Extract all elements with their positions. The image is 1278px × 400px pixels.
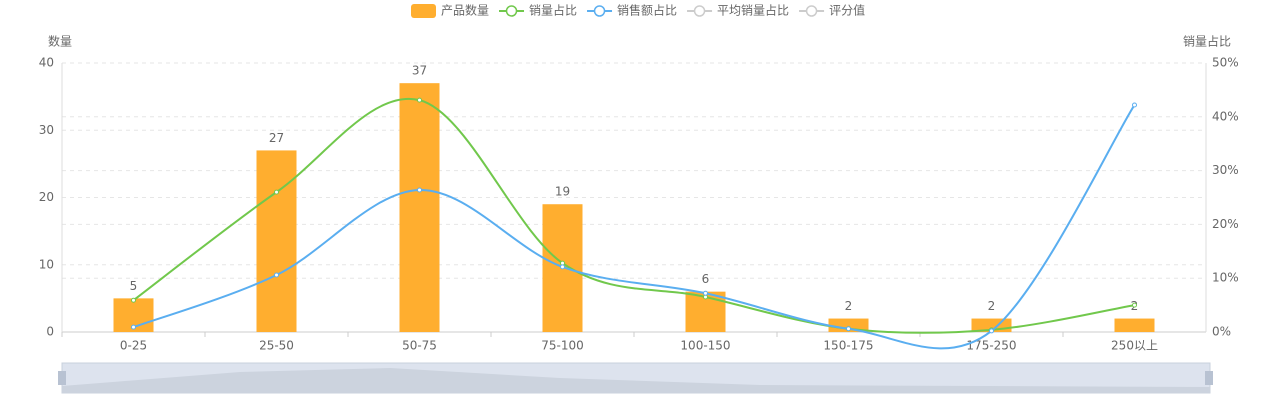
- zoom-handle[interactable]: [1205, 371, 1213, 385]
- zoom-preview: [62, 368, 1210, 393]
- y2-tick-label: 20%: [1212, 217, 1239, 231]
- x-tick-label: 50-75: [402, 339, 437, 353]
- legend-swatch: [593, 5, 606, 17]
- point: [274, 272, 279, 278]
- data-label: 2: [845, 299, 853, 313]
- legend-swatch: [693, 5, 706, 17]
- bar: [828, 318, 869, 332]
- x-tick-label: 0-25: [120, 339, 147, 353]
- data-label: 19: [555, 185, 570, 199]
- y-tick-label: 20: [39, 190, 54, 204]
- legend-label: 平均销量占比: [717, 3, 789, 18]
- legend-swatch: [805, 5, 818, 17]
- data-label: 6: [702, 272, 710, 286]
- point: [1132, 302, 1137, 308]
- legend-swatch: [411, 4, 436, 18]
- y2-tick-label: 50%: [1212, 56, 1239, 70]
- bar: [256, 150, 297, 332]
- y2-axis-title: 销量占比: [1183, 34, 1231, 49]
- x-tick-label: 25-50: [259, 339, 294, 353]
- x-tick-label: 75-100: [541, 339, 584, 353]
- y2-tick-label: 10%: [1212, 271, 1239, 285]
- data-label: 5: [130, 279, 138, 293]
- y2-tick-label: 0%: [1212, 325, 1231, 339]
- bar: [399, 83, 440, 332]
- point: [417, 187, 422, 193]
- y-tick-label: 30: [39, 123, 54, 137]
- y-tick-label: 0: [46, 325, 54, 339]
- point: [131, 324, 136, 330]
- data-zoom[interactable]: [58, 362, 1213, 394]
- data-label: 37: [412, 64, 427, 78]
- zoom-handle[interactable]: [58, 371, 66, 385]
- legend-swatch: [505, 5, 518, 17]
- legend-label: 销量占比: [529, 3, 577, 18]
- y2-tick-label: 40%: [1212, 109, 1239, 123]
- data-label: 27: [269, 131, 284, 145]
- legend-item[interactable]: 销量占比: [499, 3, 577, 18]
- point: [989, 328, 994, 334]
- x-tick-label: 175-250: [966, 339, 1016, 353]
- legend-label: 产品数量: [441, 3, 489, 18]
- x-tick-label: 150-175: [823, 339, 873, 353]
- point: [1132, 102, 1137, 108]
- y2-tick-label: 30%: [1212, 163, 1239, 177]
- legend-label: 评分值: [829, 3, 865, 18]
- legend-item[interactable]: 平均销量占比: [687, 3, 789, 18]
- y-tick-label: 40: [39, 56, 54, 70]
- line: [132, 97, 1135, 334]
- x-tick-label: 100-150: [680, 339, 730, 353]
- y-tick-label: 10: [39, 257, 54, 271]
- legend-item[interactable]: 销售额占比: [587, 3, 677, 18]
- y-axis-title: 数量: [48, 34, 72, 49]
- bar: [1114, 318, 1155, 332]
- legend-label: 销售额占比: [617, 3, 677, 18]
- point: [560, 264, 565, 270]
- point: [703, 290, 708, 296]
- point: [846, 326, 851, 332]
- data-label: 2: [988, 299, 996, 313]
- x-tick-label: 250以上: [1111, 339, 1158, 353]
- legend-item[interactable]: 评分值: [799, 3, 865, 18]
- legend-item[interactable]: 产品数量: [411, 3, 489, 19]
- point: [131, 297, 136, 303]
- point: [274, 189, 279, 195]
- point: [417, 97, 422, 103]
